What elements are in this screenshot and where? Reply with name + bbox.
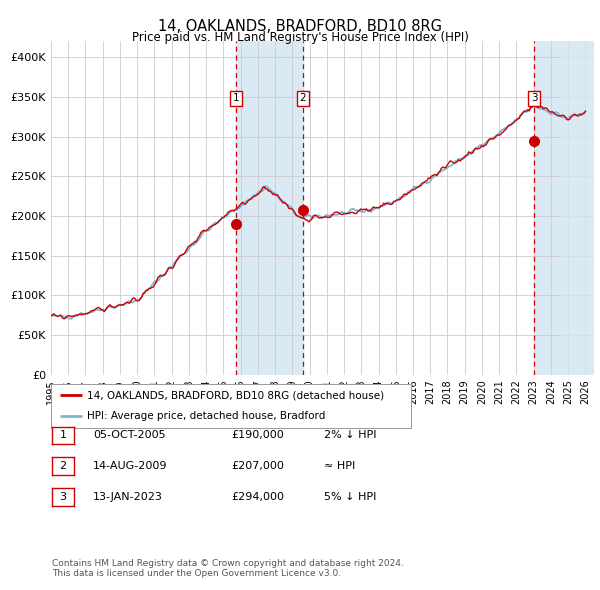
Text: 14, OAKLANDS, BRADFORD, BD10 8RG (detached house): 14, OAKLANDS, BRADFORD, BD10 8RG (detach…: [87, 391, 384, 401]
Text: 2: 2: [300, 93, 307, 103]
Text: £207,000: £207,000: [231, 461, 284, 471]
Text: Price paid vs. HM Land Registry's House Price Index (HPI): Price paid vs. HM Land Registry's House …: [131, 31, 469, 44]
Text: £294,000: £294,000: [231, 492, 284, 502]
Text: 5% ↓ HPI: 5% ↓ HPI: [324, 492, 376, 502]
Text: 05-OCT-2005: 05-OCT-2005: [93, 431, 166, 440]
Text: £190,000: £190,000: [231, 431, 284, 440]
Text: 3: 3: [531, 93, 538, 103]
Text: 1: 1: [233, 93, 239, 103]
Bar: [236, 41, 303, 375]
Text: Contains HM Land Registry data © Crown copyright and database right 2024.: Contains HM Land Registry data © Crown c…: [52, 559, 403, 568]
Bar: [535, 41, 594, 375]
Text: 3: 3: [59, 492, 67, 502]
Text: 1: 1: [59, 431, 67, 440]
Text: 2: 2: [59, 461, 67, 471]
Text: 14, OAKLANDS, BRADFORD, BD10 8RG: 14, OAKLANDS, BRADFORD, BD10 8RG: [158, 19, 442, 34]
Text: HPI: Average price, detached house, Bradford: HPI: Average price, detached house, Brad…: [87, 411, 325, 421]
Text: This data is licensed under the Open Government Licence v3.0.: This data is licensed under the Open Gov…: [52, 569, 341, 578]
Text: 2% ↓ HPI: 2% ↓ HPI: [324, 431, 377, 440]
Text: 14-AUG-2009: 14-AUG-2009: [93, 461, 167, 471]
Bar: [560, 41, 594, 375]
Text: ≈ HPI: ≈ HPI: [324, 461, 355, 471]
Text: 13-JAN-2023: 13-JAN-2023: [93, 492, 163, 502]
